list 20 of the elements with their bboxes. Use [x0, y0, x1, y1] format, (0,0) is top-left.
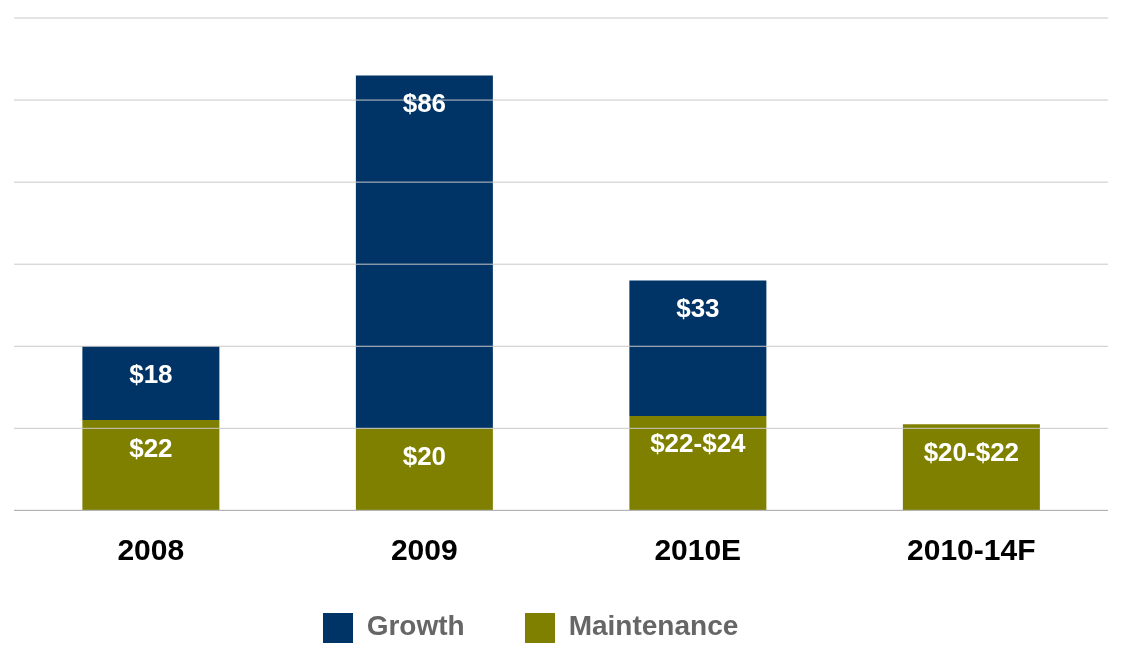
legend-label: Growth: [366, 610, 465, 642]
data-label: $18: [129, 358, 173, 389]
bar: [355, 428, 493, 511]
data-label: $22: [129, 432, 173, 463]
x-tick-label: 2009: [390, 532, 458, 566]
bar: [629, 280, 767, 417]
bar: [902, 424, 1040, 511]
data-label: $20: [402, 440, 447, 471]
x-tick-label: 2010-14F: [907, 532, 1036, 566]
bar: [82, 420, 220, 511]
data-label: $20-$22: [923, 436, 1020, 467]
x-tick-label: 2008: [117, 532, 185, 566]
data-label: $22-$24: [650, 428, 747, 459]
data-label: $86: [402, 87, 447, 118]
bar: [355, 75, 493, 429]
legend-label: Maintenance: [568, 610, 739, 642]
data-label: $33: [676, 293, 720, 324]
bar: [82, 346, 220, 421]
bar: [629, 416, 767, 511]
x-tick-label: 2010E: [654, 532, 742, 566]
